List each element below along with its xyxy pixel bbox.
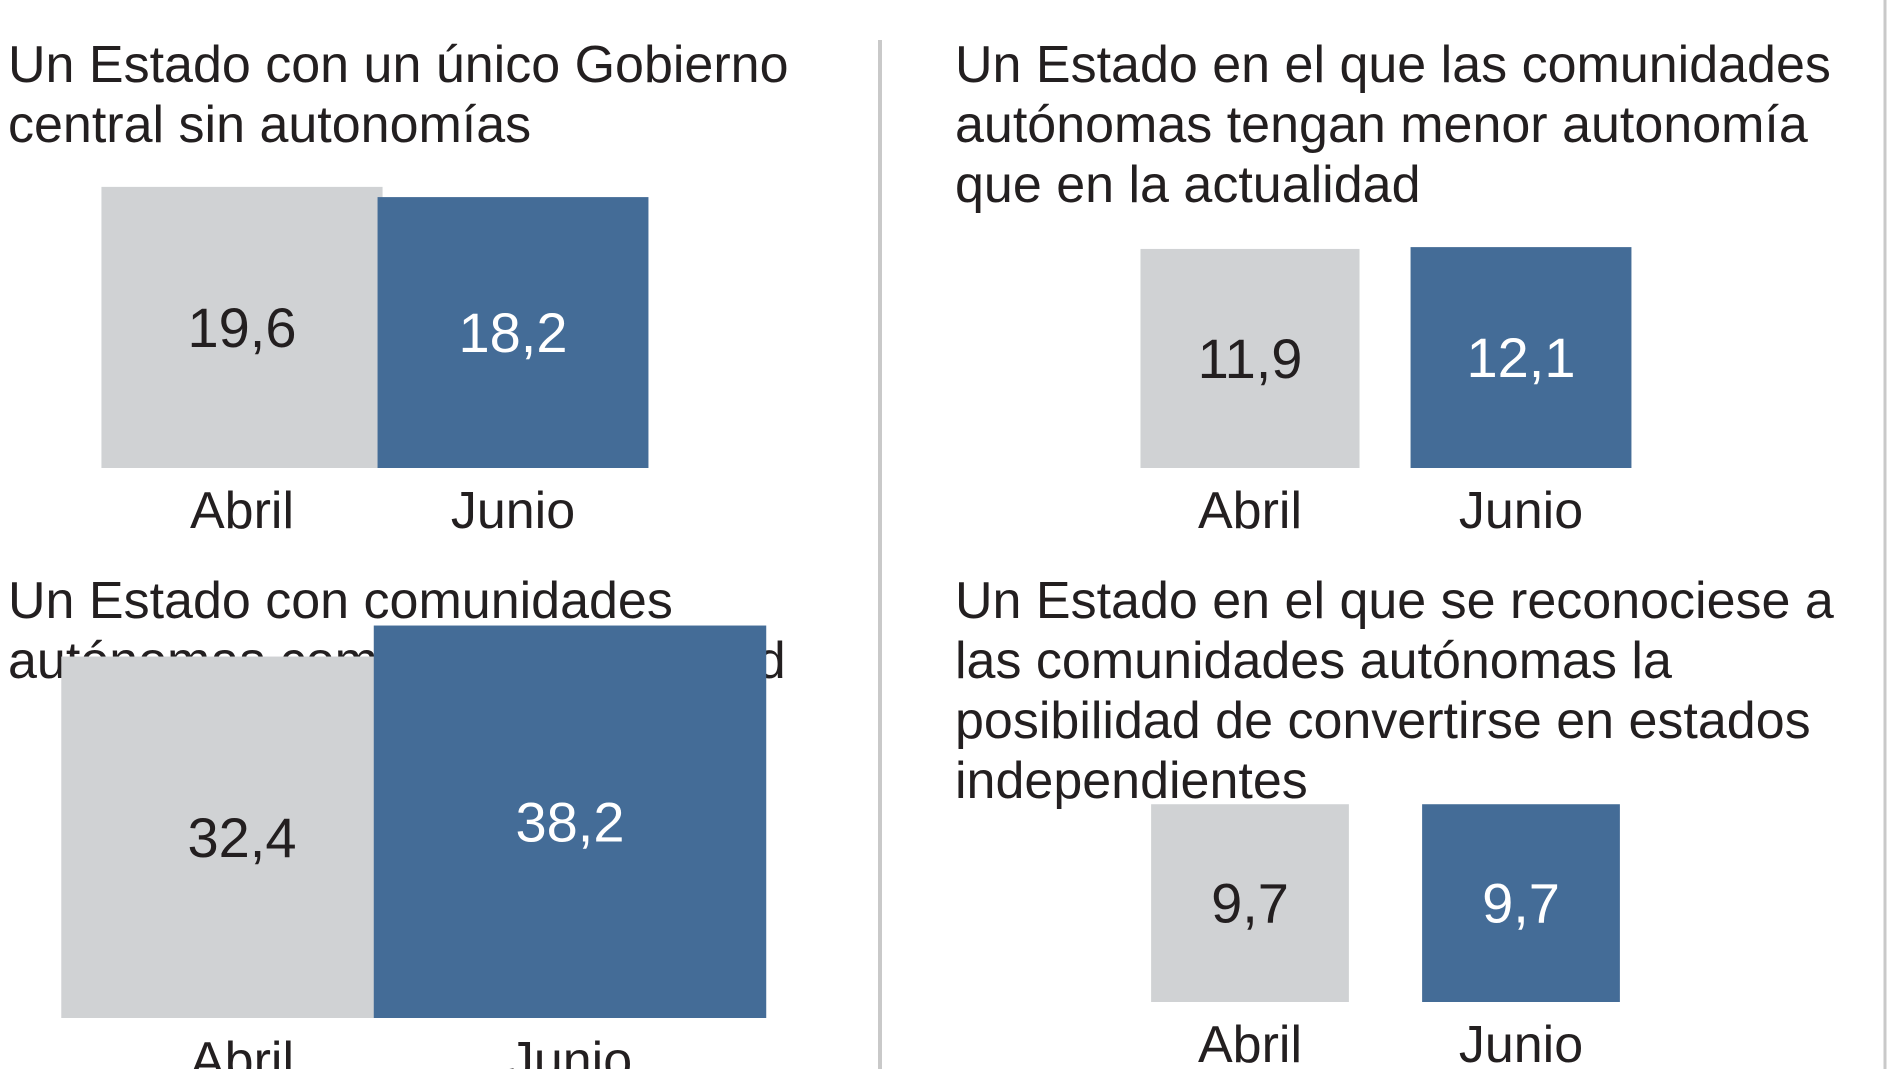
chart-panel-1: Un Estado con un único Gobierno central s… xyxy=(8,36,789,540)
bar-abril xyxy=(101,186,383,468)
data-label: 9,7 xyxy=(1211,872,1289,935)
category-label: Abril xyxy=(190,482,294,540)
category-label: Junio xyxy=(451,482,575,540)
panel-title: Un Estado con un único Gobierno central s… xyxy=(8,36,789,154)
panel-title-line: Un Estado con comunidades xyxy=(8,572,673,630)
data-label: 12,1 xyxy=(1467,326,1576,389)
panel-title: Un Estado en el que se reconociese a las … xyxy=(955,572,1834,810)
bar-abril xyxy=(1151,804,1349,1002)
panel-title-line: las comunidades autónomas la xyxy=(955,632,1672,690)
category-label: Junio xyxy=(508,1032,632,1069)
bar-junio xyxy=(377,197,649,469)
panel-title: Un Estado en el que las comunidades autón… xyxy=(955,36,1831,214)
bar-abril xyxy=(61,656,423,1018)
bar-junio xyxy=(1422,804,1620,1002)
category-label: Junio xyxy=(1459,482,1583,540)
panel-title-line: Un Estado en el que se reconociese a xyxy=(955,572,1834,630)
bar-junio xyxy=(1410,247,1632,468)
data-label: 32,4 xyxy=(188,806,297,869)
category-label: Abril xyxy=(1198,482,1302,540)
chart-panel-2: Un Estado en el que las comunidades autón… xyxy=(955,36,1831,540)
panel-title-line: posibilidad de convertirse en estados xyxy=(955,692,1811,750)
bar-junio xyxy=(373,625,767,1018)
data-label: 18,2 xyxy=(459,301,568,364)
category-label: Abril xyxy=(1198,1016,1302,1069)
category-label: Abril xyxy=(190,1032,294,1069)
category-label: Junio xyxy=(1459,1016,1583,1069)
data-label: 19,6 xyxy=(188,296,297,359)
panel-title-line: Un Estado con un único Gobierno xyxy=(8,36,789,94)
panel-title-line: central sin autonomías xyxy=(8,96,531,154)
bar-abril xyxy=(1140,248,1360,468)
panels: Un Estado con un único Gobierno central s… xyxy=(8,36,1834,1069)
panel-title-line: Un Estado en el que las comunidades xyxy=(955,36,1831,94)
panel-title-line: independientes xyxy=(955,752,1308,810)
panel-title-line: autónomas tengan menor autonomía xyxy=(955,96,1808,154)
data-label: 38,2 xyxy=(516,790,625,853)
data-label: 11,9 xyxy=(1198,327,1303,390)
chart-panel-4: Un Estado en el que se reconociese a las … xyxy=(955,572,1834,1069)
data-label: 9,7 xyxy=(1482,872,1560,935)
panel-title-line: que en la actualidad xyxy=(955,156,1421,214)
